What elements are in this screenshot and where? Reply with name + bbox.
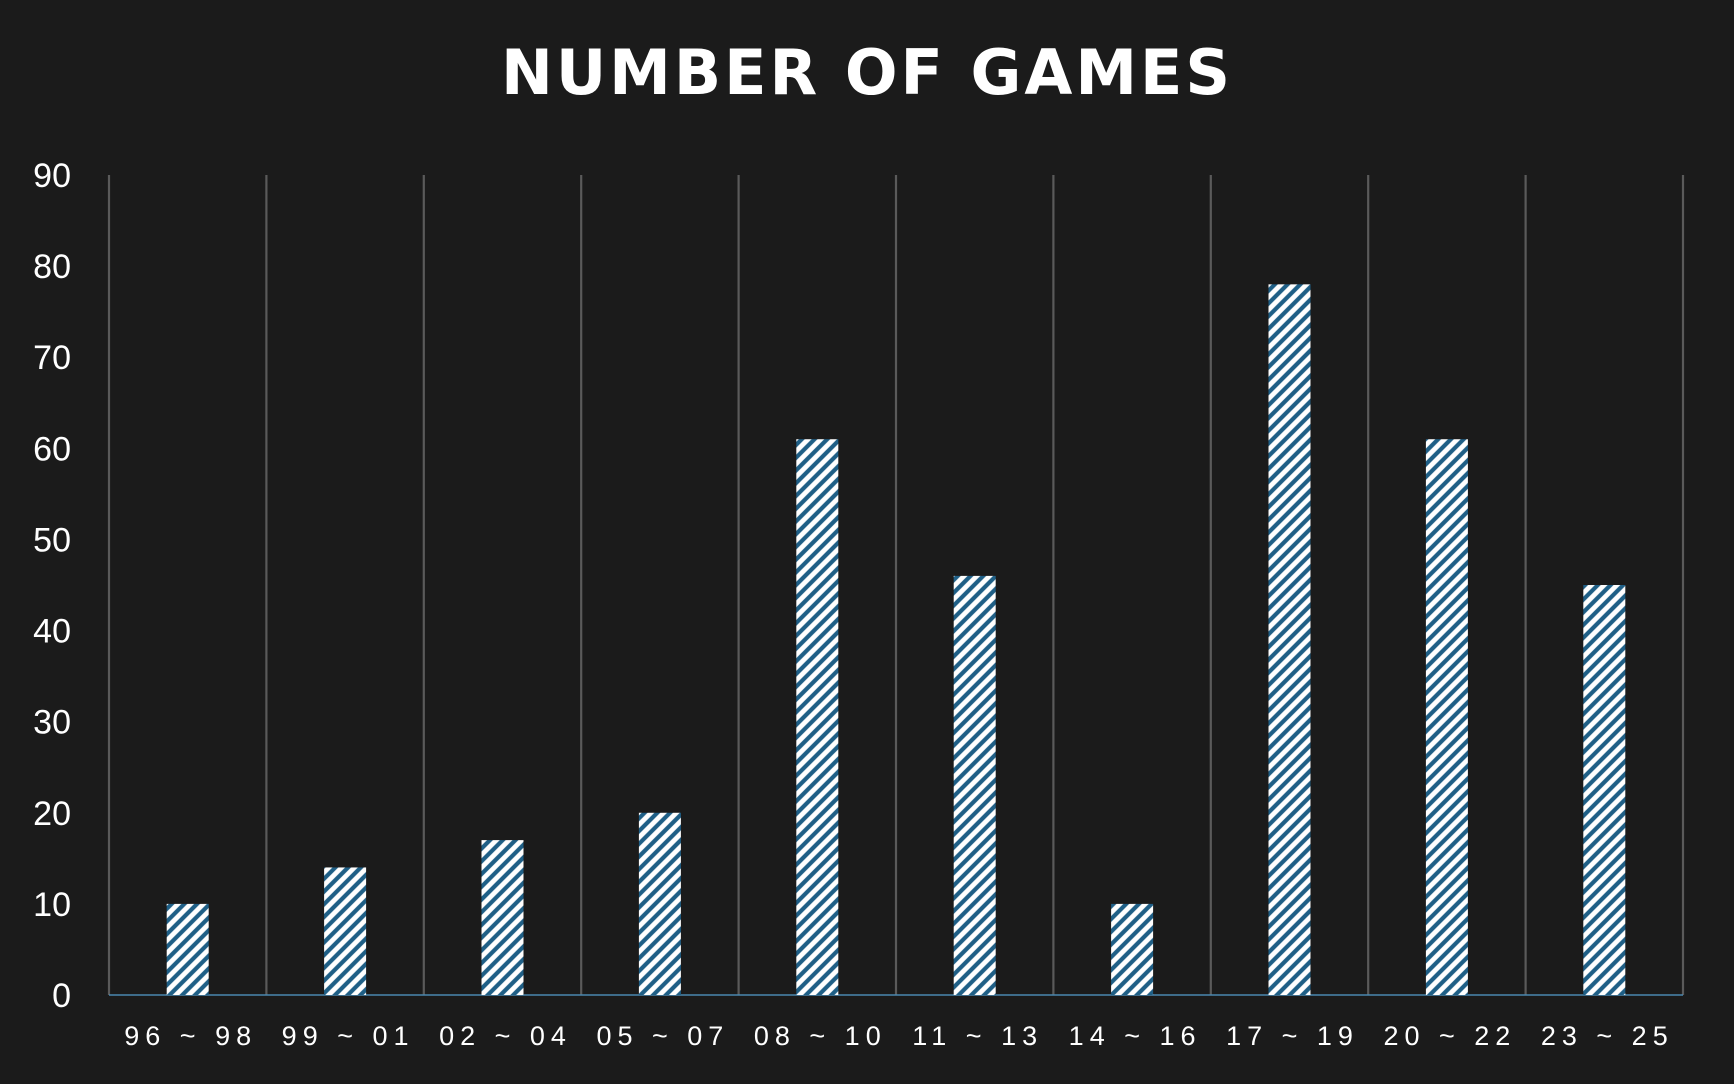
bars: [166, 284, 1626, 995]
grid-lines: [107, 175, 1685, 996]
bar: [1111, 903, 1154, 995]
x-tick-label: 99 ~ 01: [282, 1021, 415, 1051]
y-tick-label: 0: [52, 977, 71, 1015]
bar: [1425, 439, 1468, 995]
x-tick-label: 02 ~ 04: [439, 1021, 572, 1051]
x-tick-label: 08 ~ 10: [754, 1021, 887, 1051]
bar: [953, 575, 996, 995]
x-tick-label: 20 ~ 22: [1383, 1021, 1516, 1051]
x-tick-label: 96 ~ 98: [124, 1021, 257, 1051]
chart-title: NUMBER OF GAMES: [500, 36, 1234, 109]
y-tick-label: 10: [33, 886, 71, 924]
bar: [481, 840, 524, 995]
y-tick-label: 30: [33, 704, 71, 742]
x-tick-label: 23 ~ 25: [1541, 1021, 1674, 1051]
bar: [166, 903, 209, 995]
x-tick-label: 14 ~ 16: [1069, 1021, 1202, 1051]
bar: [324, 867, 367, 995]
y-tick-label: 40: [33, 613, 71, 651]
bar: [1268, 284, 1311, 995]
bar: [796, 439, 839, 995]
bar: [638, 812, 681, 995]
x-tick-label: 05 ~ 07: [596, 1021, 729, 1051]
x-tick-label: 17 ~ 19: [1226, 1021, 1359, 1051]
y-tick-label: 50: [33, 521, 71, 559]
x-tick-label: 11 ~ 13: [912, 1021, 1043, 1051]
y-tick-label: 20: [33, 795, 71, 833]
y-tick-label: 70: [33, 339, 71, 377]
y-axis-ticks: 0 10 20 30 40 50 60 70 80 90: [33, 157, 71, 1015]
y-tick-label: 80: [33, 248, 71, 286]
bar: [1583, 585, 1626, 995]
x-axis-ticks: 96 ~ 98 99 ~ 01 02 ~ 04 05 ~ 07 08 ~ 10 11 ~ …: [124, 1021, 1674, 1051]
y-tick-label: 90: [33, 157, 71, 195]
y-tick-label: 60: [33, 430, 71, 468]
